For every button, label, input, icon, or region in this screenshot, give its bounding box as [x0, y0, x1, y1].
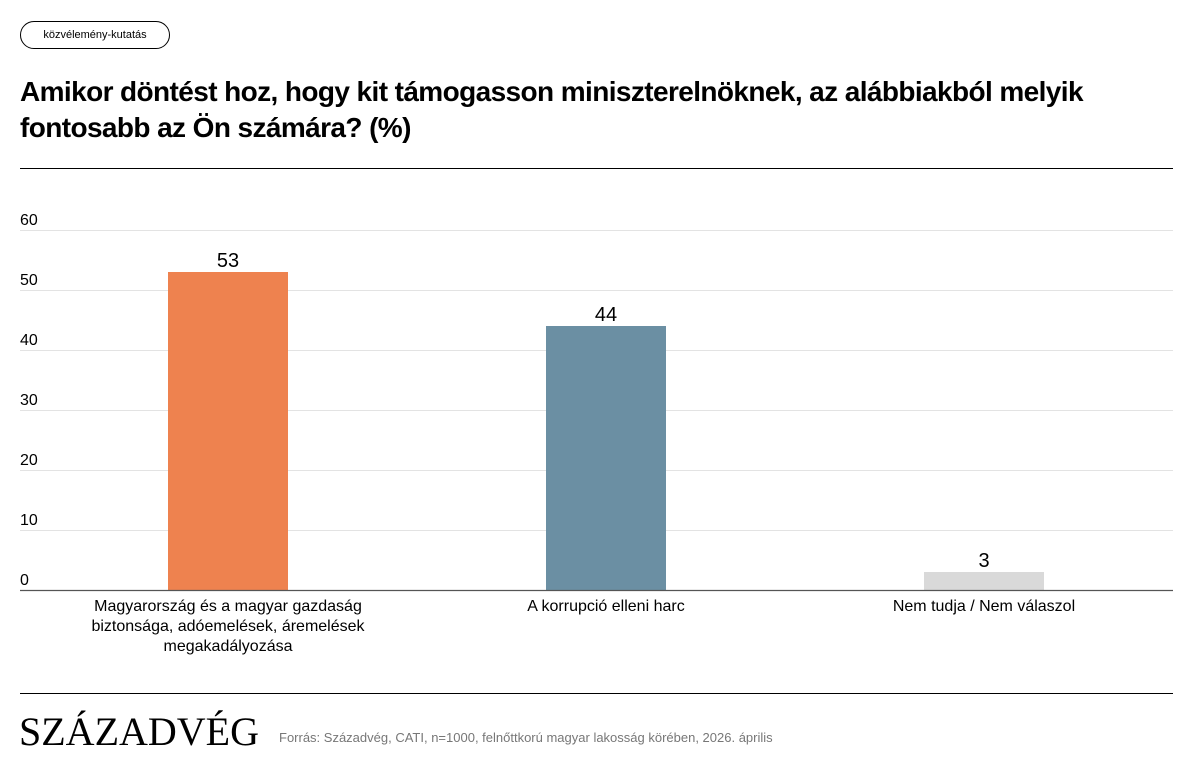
bar-3 — [924, 572, 1044, 590]
bars — [168, 272, 1044, 590]
source-note: Forrás: Századvég, CATI, n=1000, felnőtt… — [279, 730, 773, 745]
data-labels: 53 44 3 — [217, 250, 990, 572]
category-label-2: A korrupció elleni harc — [527, 598, 685, 615]
data-label-2: 44 — [595, 304, 617, 326]
category-tag: közvélemény-kutatás — [20, 21, 170, 49]
y-tick-label: 60 — [20, 212, 38, 229]
y-tick-label: 10 — [20, 512, 38, 529]
y-tick-label: 30 — [20, 392, 38, 409]
y-tick-label: 20 — [20, 452, 38, 469]
y-tick-label: 50 — [20, 272, 38, 289]
bar-1 — [168, 272, 288, 590]
y-axis-ticks: 0 10 20 30 40 50 60 — [20, 212, 38, 589]
data-label-1: 53 — [217, 250, 239, 272]
chart-title: Amikor döntést hoz, hogy kit támogasson … — [20, 76, 1084, 143]
data-label-3: 3 — [978, 550, 989, 572]
category-label-3: Nem tudja / Nem válaszol — [892, 598, 1076, 615]
bar-2 — [546, 326, 666, 590]
y-tick-label: 0 — [20, 572, 29, 589]
y-tick-label: 40 — [20, 332, 38, 349]
top-divider — [20, 168, 1173, 169]
bar-chart: 0 10 20 30 40 50 60 53 44 3 — [20, 212, 1173, 592]
bottom-divider — [20, 693, 1173, 694]
szazadveg-logo: SZÁZADVÉG — [19, 709, 259, 754]
category-label-1: Magyarország és a magyar gazdaság bizton… — [91, 598, 365, 655]
